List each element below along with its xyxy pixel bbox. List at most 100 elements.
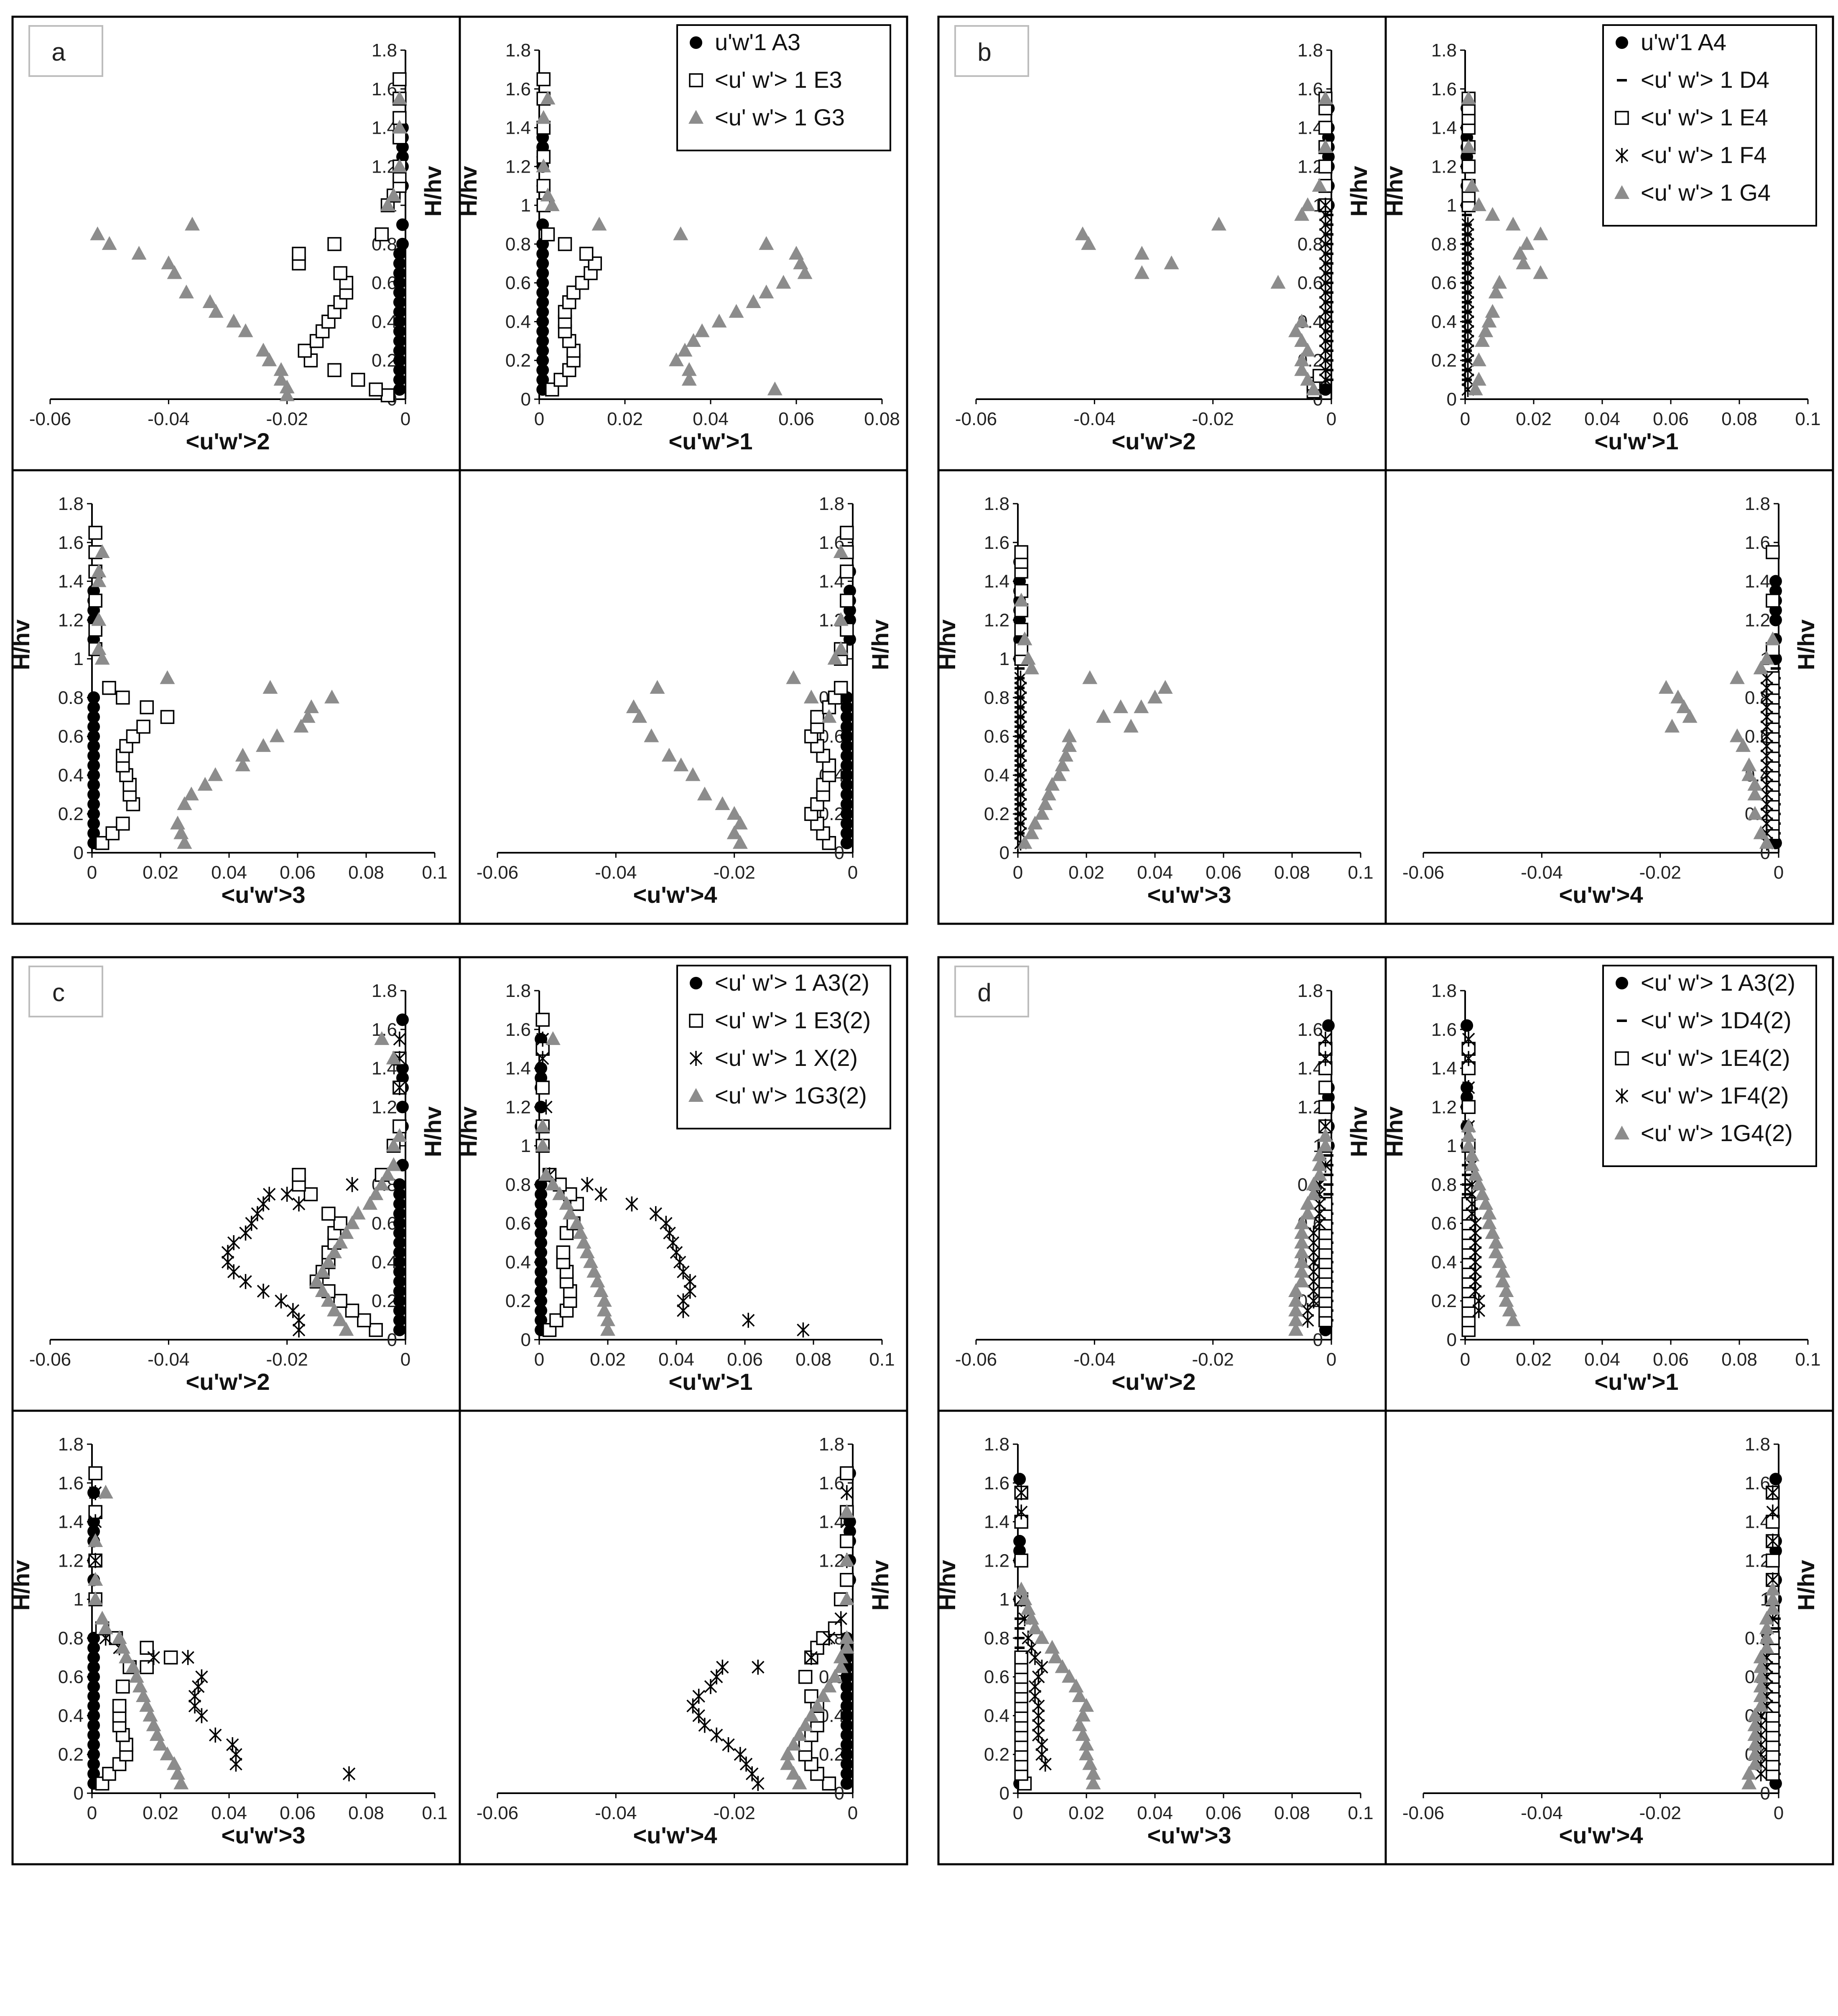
data-point xyxy=(1318,1138,1333,1152)
data-series xyxy=(1013,1473,1101,1791)
data-point xyxy=(163,1650,178,1665)
data-point xyxy=(1300,1196,1315,1210)
chart-panel: 0 0.02 0.04 0.06 0.08 0.1 0 0.2 0.4 0.6 0.8 1 1.2 1.4… xyxy=(8,469,461,925)
x-tick-label: 0.06 xyxy=(778,409,814,429)
data-point xyxy=(1461,90,1476,104)
data-point xyxy=(202,294,218,308)
data-point xyxy=(594,1187,607,1202)
x-tick-label: 0 xyxy=(848,1803,858,1823)
data-point xyxy=(840,1777,853,1790)
data-point xyxy=(226,313,242,328)
chart-panel: 0 0.02 0.04 0.06 0.08 0.1 0 0.2 0.4 0.6 0.8 1 1.2 1.4… xyxy=(8,1409,461,1866)
data-point xyxy=(386,1157,401,1171)
data-point xyxy=(833,544,849,558)
data-point xyxy=(273,372,289,386)
data-point xyxy=(1753,1669,1769,1683)
data-point xyxy=(1014,545,1028,559)
data-point xyxy=(1461,139,1476,153)
data-series xyxy=(535,1012,810,1338)
data-point xyxy=(1319,1031,1332,1047)
data-point xyxy=(535,1246,548,1259)
data-point xyxy=(1533,226,1548,240)
data-point xyxy=(393,1188,406,1201)
y-axis-title: H/hv xyxy=(420,166,446,217)
data-point xyxy=(1068,1678,1084,1692)
data-point xyxy=(1024,825,1039,839)
data-point xyxy=(593,1283,609,1297)
data-point xyxy=(776,275,791,289)
data-point xyxy=(1488,1244,1504,1259)
data-point xyxy=(1027,1620,1043,1634)
data-point xyxy=(1485,1225,1500,1239)
x-tick-label: 0.06 xyxy=(727,1349,763,1370)
data-point xyxy=(780,1756,795,1770)
data-point xyxy=(1086,1766,1101,1780)
y-axis-title: H/hv xyxy=(1381,166,1407,217)
data-point xyxy=(87,1700,100,1713)
data-point xyxy=(1294,1244,1310,1259)
y-tick-label: 0.8 xyxy=(984,688,1009,708)
y-tick-label: 0 xyxy=(999,843,1009,863)
data-point xyxy=(393,1031,406,1047)
data-point xyxy=(535,1304,548,1317)
data-point xyxy=(1665,719,1680,733)
data-point xyxy=(579,1244,595,1259)
data-point xyxy=(840,711,853,724)
data-point xyxy=(558,237,572,251)
data-point xyxy=(681,362,697,376)
data-point xyxy=(251,1206,264,1221)
y-tick-label: 1 xyxy=(74,649,84,669)
data-point xyxy=(1318,90,1333,104)
legend-entry: <u' w'> 1E4(2) xyxy=(1641,1045,1790,1071)
data-point xyxy=(131,246,147,260)
data-point xyxy=(789,246,804,260)
x-tick-label: 0.02 xyxy=(1516,409,1552,429)
data-point xyxy=(1766,1533,1779,1549)
data-point xyxy=(591,217,607,231)
data-series xyxy=(1461,1019,1521,1337)
x-tick-label: -0.04 xyxy=(148,1349,189,1370)
data-point xyxy=(1294,1254,1310,1268)
x-tick-label: 0 xyxy=(848,862,858,883)
data-point xyxy=(208,304,224,318)
data-point xyxy=(1495,1273,1511,1287)
chart-panel: 0 0.02 0.04 0.06 0.08 0 0.2 0.4 0.6 0.8 1 1.2 1.4 1.6… xyxy=(455,15,908,472)
data-point xyxy=(88,594,102,608)
y-tick-label: 0.4 xyxy=(984,765,1009,785)
chart-panel: -0.06-0.04-0.02000.20.40.60.811.21.41.61… xyxy=(459,1409,908,1866)
data-point xyxy=(1020,1601,1036,1615)
data-point xyxy=(94,1611,110,1625)
x-tick-label: 0.06 xyxy=(1653,1349,1689,1370)
panel-letter: a xyxy=(51,38,66,66)
data-point xyxy=(262,352,277,367)
data-point xyxy=(805,1650,818,1665)
data-point xyxy=(257,1284,270,1299)
y-tick-label: 0.4 xyxy=(58,1705,84,1726)
data-point xyxy=(833,1649,849,1664)
x-tick-label: -0.04 xyxy=(595,1803,637,1823)
x-tick-label: -0.06 xyxy=(955,409,997,429)
data-point xyxy=(786,1766,801,1780)
data-point xyxy=(1157,680,1173,694)
x-tick-label: 0.08 xyxy=(864,409,900,429)
data-point xyxy=(1765,1581,1780,1595)
y-tick-label: 0.2 xyxy=(984,804,1009,824)
data-point xyxy=(177,835,192,849)
data-point xyxy=(1492,275,1507,289)
data-point xyxy=(840,788,853,801)
data-point xyxy=(1481,313,1497,328)
data-point xyxy=(840,1690,853,1703)
data-point xyxy=(293,719,309,733)
x-axis-title: <u'w'>1 xyxy=(669,1369,753,1395)
data-point xyxy=(780,1746,795,1761)
x-tick-label: 0.1 xyxy=(422,862,447,883)
y-tick-label: 0.4 xyxy=(372,1252,397,1272)
data-series xyxy=(626,525,856,850)
data-point xyxy=(833,641,849,655)
data-point xyxy=(752,1659,765,1675)
data-point xyxy=(292,1196,306,1212)
x-tick-label: 0 xyxy=(534,1349,544,1370)
y-tick-label: 0.2 xyxy=(58,1744,84,1765)
data-point xyxy=(208,767,223,781)
data-point xyxy=(393,1323,406,1336)
